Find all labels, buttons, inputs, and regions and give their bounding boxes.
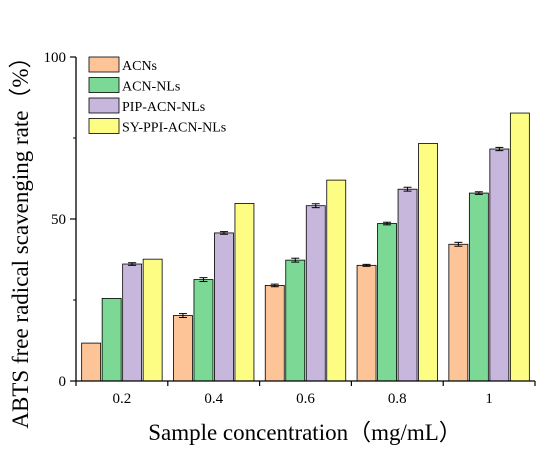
y-tick-label: 50 — [51, 212, 66, 228]
legend-swatch — [88, 118, 120, 134]
x-tick-label: 0.4 — [204, 391, 223, 407]
legend-label: PIP-ACN-NLs — [122, 100, 205, 115]
bar-pip-acn-nls-0.2 — [122, 263, 143, 382]
error-bar — [311, 203, 320, 209]
legend-swatch — [88, 97, 120, 114]
bar-acns-0.6 — [264, 285, 285, 382]
legend-item: ACN-NLs — [88, 77, 180, 95]
x-tick-label: 0.2 — [113, 391, 132, 407]
error-bar — [270, 283, 279, 288]
x-tick-label: 0.8 — [388, 391, 407, 407]
legend-item: ACNs — [88, 56, 157, 74]
bar-acns-1 — [448, 243, 469, 382]
legend: ACNs ACN-NLs PIP-ACN-NLs SY-PPI-ACN-NLs — [88, 56, 226, 136]
bar-pip-acn-nls-0.8 — [397, 188, 418, 382]
bar-pip-acn-nls-0.6 — [305, 205, 326, 382]
bar-acn-nls-0.2 — [101, 297, 122, 382]
legend-item: SY-PPI-ACN-NLs — [88, 118, 226, 136]
bar-acns-0.8 — [356, 264, 377, 382]
error-bar — [383, 221, 392, 226]
bar-sy-ppi-acn-nls-0.4 — [234, 203, 255, 382]
x-tick-label: 1 — [485, 391, 493, 407]
legend-label: ACN-NLs — [122, 80, 180, 95]
bar-acn-nls-1 — [468, 192, 489, 382]
error-bar — [219, 231, 228, 235]
error-bar — [495, 146, 504, 152]
x-tick-label: 0.6 — [296, 391, 315, 407]
ticks-layer: 0 50 100 0.2 0.4 0.6 0.8 1 — [44, 50, 536, 407]
bar-pip-acn-nls-0.4 — [214, 232, 234, 382]
bar-pip-acn-nls-1 — [489, 148, 510, 382]
error-bar — [454, 241, 463, 247]
error-bar — [199, 277, 208, 283]
bar-sy-ppi-acn-nls-0.6 — [326, 179, 347, 382]
error-bar — [128, 262, 137, 266]
legend-item: PIP-ACN-NLs — [88, 97, 205, 115]
bar-sy-ppi-acn-nls-0.2 — [142, 258, 163, 382]
error-bar — [474, 191, 483, 195]
error-bar — [403, 186, 412, 192]
error-bar — [178, 313, 187, 318]
legend-label: SY-PPI-ACN-NLs — [122, 121, 226, 136]
y-axis-title: ABTS free radical scavenging rate（%） — [8, 45, 33, 428]
bar-acn-nls-0.4 — [193, 279, 214, 382]
bars-layer — [81, 112, 530, 382]
x-axis-title: Sample concentration（mg/mL） — [148, 420, 462, 445]
bar-acn-nls-0.6 — [285, 259, 306, 382]
legend-swatch — [88, 77, 120, 93]
error-bar — [291, 257, 300, 263]
bar-acns-0.2 — [81, 342, 102, 382]
legend-swatch — [88, 56, 120, 73]
bar-acns-0.4 — [173, 315, 193, 382]
y-tick-label: 100 — [44, 50, 67, 66]
error-bar — [362, 263, 371, 267]
bar-sy-ppi-acn-nls-1 — [509, 112, 530, 382]
bar-sy-ppi-acn-nls-0.8 — [418, 143, 438, 382]
bar-acn-nls-0.8 — [377, 223, 397, 382]
legend-label: ACNs — [122, 59, 157, 74]
y-tick-label: 0 — [59, 374, 67, 390]
